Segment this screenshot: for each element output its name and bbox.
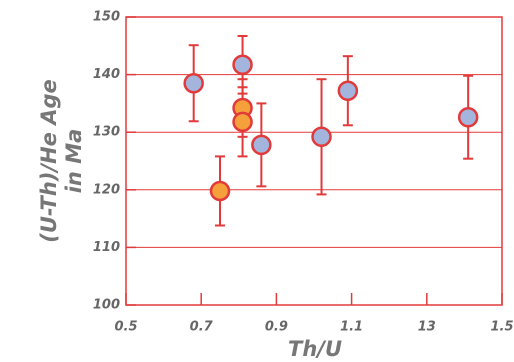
y-tick-label: 130 [93,125,120,140]
x-tick-label: 0.9 [265,320,288,335]
y-tick-label: 110 [93,240,120,255]
x-axis-label: Th/U [288,337,342,361]
x-tick-label: 13 [418,320,436,335]
x-tick-label: 0.5 [114,320,137,335]
data-point [251,134,272,156]
data-point [311,126,332,148]
data-point [232,111,253,133]
y-axis-label: (U-Th)/He Age [37,79,61,242]
data-point [183,72,204,94]
x-tick-label: 1.1 [340,320,363,335]
y-tick-label: 100 [93,298,120,313]
data-point [209,180,231,202]
y-tick-label: 150 [93,10,120,25]
x-tick-label: 0.7 [190,320,214,335]
data-point [232,54,253,76]
data-point [337,80,359,101]
y-tick-label: 140 [93,67,120,82]
data-point [457,106,479,128]
y-axis-label: in Ma [62,129,86,194]
y-tick-label: 120 [93,182,120,197]
plot-frame [125,16,503,306]
x-tick-label: 1.5 [490,320,513,335]
